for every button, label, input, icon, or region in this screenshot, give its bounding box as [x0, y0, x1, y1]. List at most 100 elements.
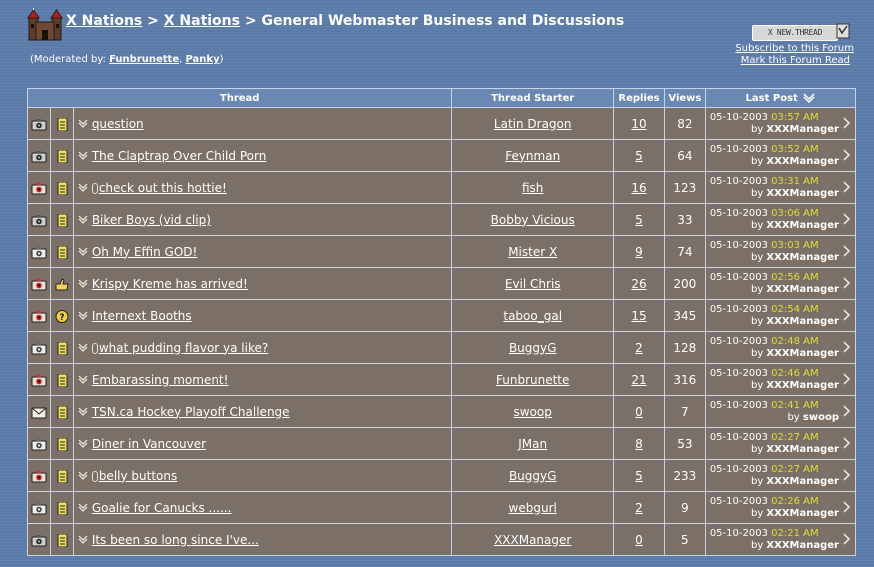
thread-starter-link[interactable]: taboo_gal	[503, 308, 563, 323]
replies-cell: 0	[613, 523, 665, 556]
thread-column-header[interactable]: Thread	[26, 88, 453, 108]
last-post-author-name[interactable]: XXXManager	[766, 443, 839, 455]
go-to-new-post-icon[interactable]	[78, 343, 88, 353]
thread-title-link[interactable]: Its been so long since I've...	[91, 532, 259, 547]
thread-title-link[interactable]: Internext Booths	[91, 308, 192, 323]
thread-starter-link[interactable]: JMan	[518, 436, 548, 451]
last-post-column-header[interactable]: Last Post	[704, 88, 857, 108]
go-to-new-post-icon[interactable]	[78, 375, 88, 385]
go-to-new-post-icon[interactable]	[78, 151, 88, 161]
mark-forum-read-link[interactable]: Mark this Forum Read	[740, 55, 850, 66]
thread-title-link[interactable]: question	[91, 116, 144, 131]
thread-starter-link[interactable]: Bobby Vicious	[490, 212, 575, 227]
thread-title-link[interactable]: belly buttons	[98, 468, 178, 483]
last-post-author-name[interactable]: XXXManager	[766, 123, 839, 135]
replies-link[interactable]: 8	[635, 436, 643, 451]
views-column-header[interactable]: Views	[663, 88, 706, 108]
replies-link[interactable]: 5	[635, 468, 643, 483]
moderator-link[interactable]: Funbrunette	[109, 54, 180, 65]
thread-title-link[interactable]: check out this hottie!	[98, 180, 227, 195]
thread-starter-link[interactable]: BuggyG	[508, 340, 557, 355]
replies-link[interactable]: 26	[631, 276, 647, 291]
thread-title-link[interactable]: Diner in Vancouver	[91, 436, 207, 451]
thread-starter-link[interactable]: Funbrunette	[496, 372, 570, 387]
go-to-last-post-icon[interactable]	[843, 245, 851, 257]
thread-starter-link[interactable]: webgurl	[508, 500, 557, 515]
go-to-last-post-icon[interactable]	[843, 149, 851, 161]
replies-link[interactable]: 15	[631, 308, 647, 323]
breadcrumb-root-link[interactable]: X Nations	[66, 13, 143, 29]
go-to-new-post-icon[interactable]	[78, 311, 88, 321]
go-to-new-post-icon[interactable]	[78, 471, 88, 481]
go-to-new-post-icon[interactable]	[78, 279, 88, 289]
go-to-last-post-icon[interactable]	[843, 501, 851, 513]
go-to-new-post-icon[interactable]	[78, 183, 88, 193]
note-icon	[54, 437, 70, 451]
go-to-last-post-icon[interactable]	[843, 405, 851, 417]
last-post-author-name[interactable]: swoop	[802, 411, 839, 423]
replies-link[interactable]: 5	[635, 212, 643, 227]
go-to-last-post-icon[interactable]	[843, 373, 851, 385]
go-to-new-post-icon[interactable]	[78, 535, 88, 545]
go-to-last-post-icon[interactable]	[843, 309, 851, 321]
last-post-author-name[interactable]: XXXManager	[766, 507, 839, 519]
last-post-author-name[interactable]: XXXManager	[766, 347, 839, 359]
thread-starter-link[interactable]: Feynman	[505, 148, 561, 163]
thread-starter-link[interactable]: Evil Chris	[504, 276, 561, 291]
thread-starter-link[interactable]: fish	[521, 180, 544, 195]
replies-link[interactable]: 2	[635, 500, 643, 515]
go-to-new-post-icon[interactable]	[78, 503, 88, 513]
replies-link[interactable]: 0	[635, 532, 643, 547]
new-thread-button[interactable]: X NEW.THREAD	[752, 23, 852, 41]
thread-title-link[interactable]: Embarassing moment!	[91, 372, 229, 387]
last-post-author-name[interactable]: XXXManager	[766, 219, 839, 231]
last-post-author-name[interactable]: XXXManager	[766, 539, 839, 551]
go-to-last-post-icon[interactable]	[843, 117, 851, 129]
go-to-last-post-icon[interactable]	[843, 277, 851, 289]
replies-link[interactable]: 0	[635, 404, 643, 419]
go-to-new-post-icon[interactable]	[78, 215, 88, 225]
thread-title-link[interactable]: Goalie for Canucks ......	[91, 500, 232, 515]
last-post-date: 05-10-2003	[709, 527, 768, 539]
go-to-new-post-icon[interactable]	[78, 407, 88, 417]
go-to-last-post-icon[interactable]	[843, 437, 851, 449]
last-post-author-name[interactable]: XXXManager	[766, 251, 839, 263]
subscribe-forum-link[interactable]: Subscribe to this Forum	[735, 43, 854, 54]
sort-desc-icon[interactable]	[803, 92, 815, 103]
go-to-new-post-icon[interactable]	[78, 247, 88, 257]
go-to-new-post-icon[interactable]	[78, 119, 88, 129]
thread-starter-link[interactable]: Latin Dragon	[493, 116, 572, 131]
thread-starter-link[interactable]: BuggyG	[508, 468, 557, 483]
thread-title-link[interactable]: Biker Boys (vid clip)	[91, 212, 211, 227]
go-to-last-post-icon[interactable]	[843, 533, 851, 545]
last-post-author-name[interactable]: XXXManager	[766, 315, 839, 327]
starter-column-header[interactable]: Thread Starter	[451, 88, 615, 108]
replies-link[interactable]: 9	[635, 244, 643, 259]
replies-link[interactable]: 21	[631, 372, 647, 387]
go-to-last-post-icon[interactable]	[843, 181, 851, 193]
thread-starter-link[interactable]: XXXManager	[494, 532, 572, 547]
thread-title-link[interactable]: what pudding flavor ya like?	[98, 340, 269, 355]
last-post-author-name[interactable]: XXXManager	[766, 283, 839, 295]
moderator-link[interactable]: Panky	[185, 54, 220, 65]
last-post-author-name[interactable]: XXXManager	[766, 379, 839, 391]
thread-starter-link[interactable]: swoop	[513, 404, 552, 419]
last-post-author-name[interactable]: XXXManager	[766, 475, 839, 487]
last-post-author-name[interactable]: XXXManager	[766, 155, 839, 167]
breadcrumb-parent-link[interactable]: X Nations	[163, 13, 240, 29]
replies-column-header[interactable]: Replies	[613, 88, 665, 108]
go-to-last-post-icon[interactable]	[843, 469, 851, 481]
thread-starter-link[interactable]: Mister X	[508, 244, 558, 259]
go-to-last-post-icon[interactable]	[843, 213, 851, 225]
last-post-author-name[interactable]: XXXManager	[766, 187, 839, 199]
go-to-new-post-icon[interactable]	[78, 439, 88, 449]
thread-title-link[interactable]: The Claptrap Over Child Porn	[91, 148, 267, 163]
thread-title-link[interactable]: TSN.ca Hockey Playoff Challenge	[91, 404, 290, 419]
replies-link[interactable]: 2	[635, 340, 643, 355]
replies-link[interactable]: 10	[631, 116, 647, 131]
go-to-last-post-icon[interactable]	[843, 341, 851, 353]
thread-title-link[interactable]: Krispy Kreme has arrived!	[91, 276, 248, 291]
replies-link[interactable]: 5	[635, 148, 643, 163]
thread-title-link[interactable]: Oh My Effin GOD!	[91, 244, 198, 259]
replies-link[interactable]: 16	[631, 180, 647, 195]
